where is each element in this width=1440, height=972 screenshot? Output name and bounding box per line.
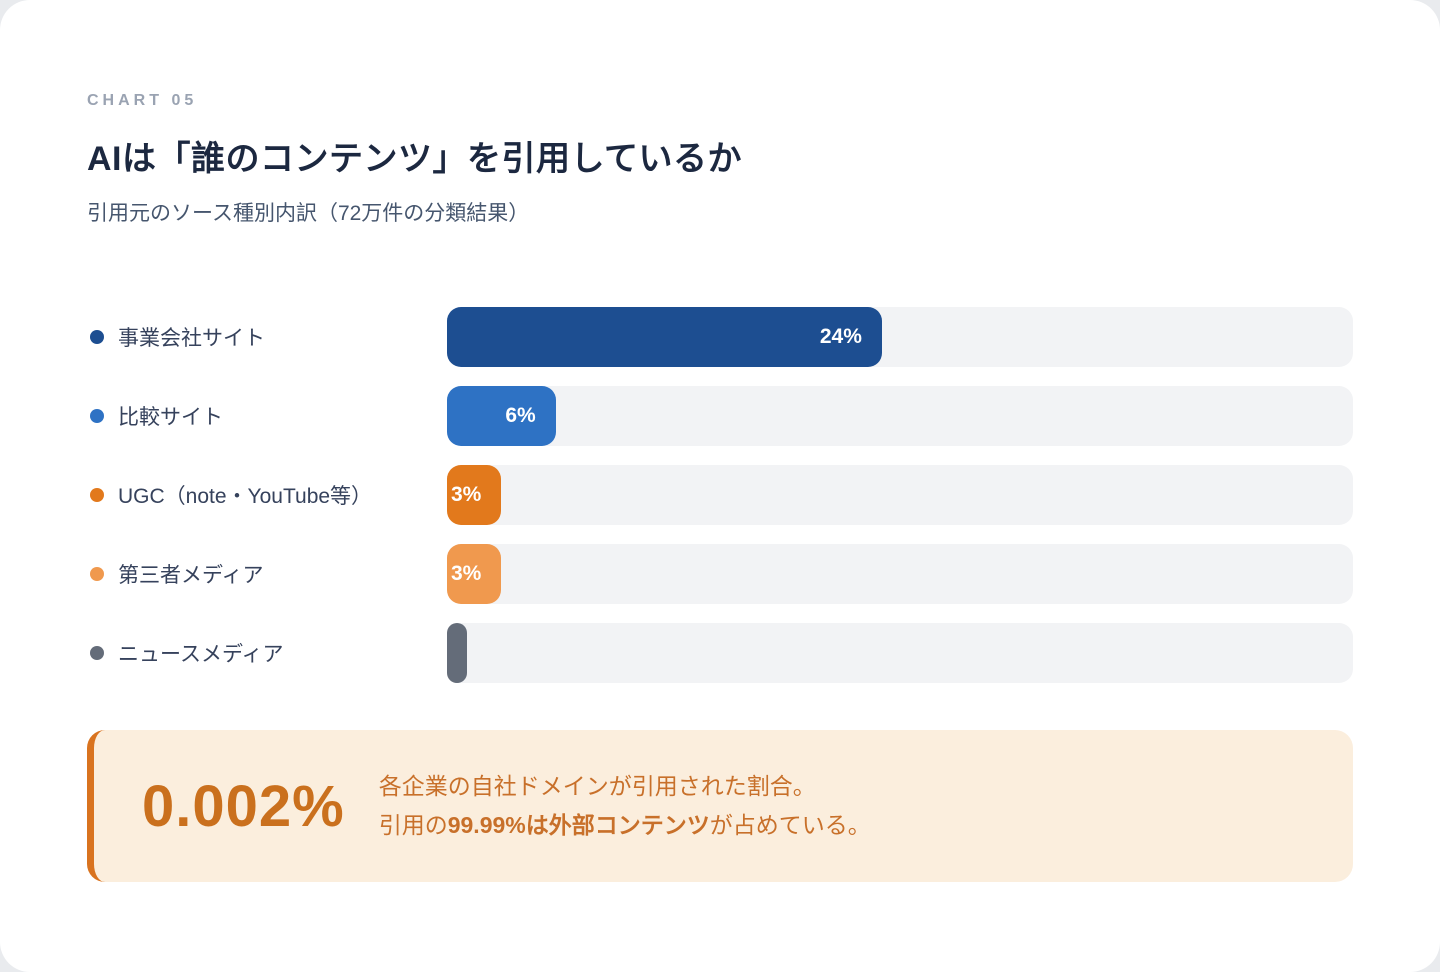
bar: 24% (447, 307, 882, 367)
bar-value-label: 6% (505, 404, 536, 427)
chart-row: 比較サイト 6% (87, 386, 1353, 446)
bar: 6% (447, 386, 556, 446)
chart-row: 事業会社サイト 24% (87, 307, 1353, 367)
chart-row-label: UGC（note・YouTube等） (87, 480, 447, 510)
legend-dot-icon (90, 567, 104, 581)
callout-line-1: 各企業の自社ドメインが引用された割合。 (378, 773, 816, 799)
bar-track: 24% (447, 307, 1353, 367)
bar-value-label: 24% (819, 325, 862, 348)
callout-line-2: 引用の99.99%は外部コンテンツが占めている。 (378, 812, 871, 838)
bar: 1% (447, 623, 467, 683)
bar-track: 3% (447, 544, 1353, 604)
category-label: ニュースメディア (118, 643, 284, 666)
legend-dot-icon (90, 488, 104, 502)
bar-value-label: 3% (451, 483, 482, 506)
bar: 3% (447, 465, 502, 525)
chart-number-label: CHART 05 (87, 92, 198, 109)
callout-stat: 0.002% (142, 773, 345, 839)
callout-text: 各企業の自社ドメインが引用された割合。 引用の99.99%は外部コンテンツが占め… (379, 767, 871, 845)
category-label: 事業会社サイト (118, 327, 265, 350)
bar-track: 1% (447, 623, 1353, 683)
category-label: 第三者メディア (118, 564, 264, 587)
chart-row-label: ニュースメディア (87, 638, 447, 668)
chart-row-label: 比較サイト (87, 401, 447, 431)
chart-row-label: 事業会社サイト (87, 322, 447, 352)
callout-box: 0.002% 各企業の自社ドメインが引用された割合。 引用の99.99%は外部コ… (87, 730, 1353, 882)
chart-row-label: 第三者メディア (87, 559, 447, 589)
bar-track: 6% (447, 386, 1353, 446)
page-subtitle: 引用元のソース種別内訳（72万件の分類結果） (87, 202, 530, 225)
bar: 3% (447, 544, 502, 604)
bar-chart: 事業会社サイト 24% 比較サイト 6% UGC（note・YouTube等） … (87, 307, 1353, 683)
legend-dot-icon (90, 646, 104, 660)
chart-row: UGC（note・YouTube等） 3% (87, 465, 1353, 525)
chart-row: 第三者メディア 3% (87, 544, 1353, 604)
bar-track: 3% (447, 465, 1353, 525)
chart-row: ニュースメディア 1% (87, 623, 1353, 683)
page-title: AIは「誰のコンテンツ」を引用しているか (87, 140, 742, 178)
category-label: 比較サイト (118, 406, 223, 429)
legend-dot-icon (90, 409, 104, 423)
category-label: UGC（note・YouTube等） (118, 485, 373, 508)
legend-dot-icon (90, 330, 104, 344)
bar-chart-rows: 事業会社サイト 24% 比較サイト 6% UGC（note・YouTube等） … (87, 307, 1353, 683)
bar-value-label: 3% (451, 562, 482, 585)
